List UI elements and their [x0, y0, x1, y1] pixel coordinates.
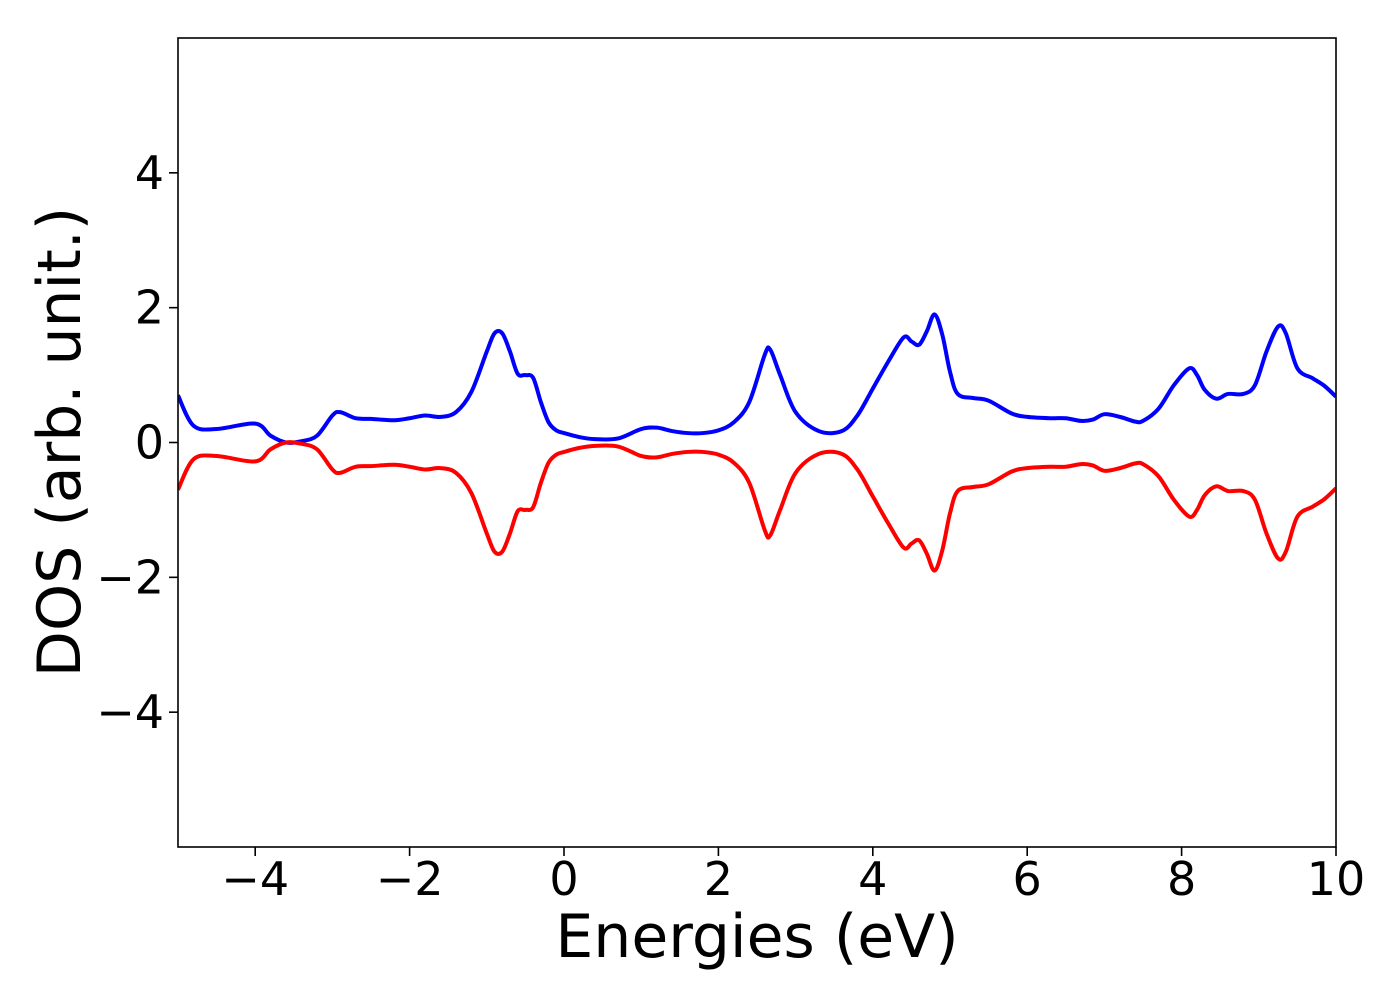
x-axis-title: Energies (eV) — [555, 902, 958, 972]
x-tick-label: 8 — [1167, 852, 1196, 906]
y-tick-label: 4 — [135, 146, 164, 200]
x-tick-label: 4 — [858, 852, 887, 906]
x-tick-label: 6 — [1013, 852, 1042, 906]
x-tick-label: 10 — [1307, 852, 1366, 906]
x-tick-label: 2 — [704, 852, 733, 906]
series-line-up — [178, 312, 1336, 445]
y-tick-label: 0 — [135, 416, 164, 470]
y-tick-label: −2 — [96, 550, 164, 604]
y-axis-title: DOS (arb. unit.) — [25, 207, 95, 677]
x-tick-label: 0 — [549, 852, 578, 906]
x-tick-label: −2 — [376, 852, 444, 906]
x-tick-label: −4 — [221, 852, 289, 906]
series-line-down — [178, 440, 1336, 573]
plot-frame — [177, 37, 1337, 848]
y-tick-label: 2 — [135, 281, 164, 335]
y-tick-label: −4 — [96, 685, 164, 739]
